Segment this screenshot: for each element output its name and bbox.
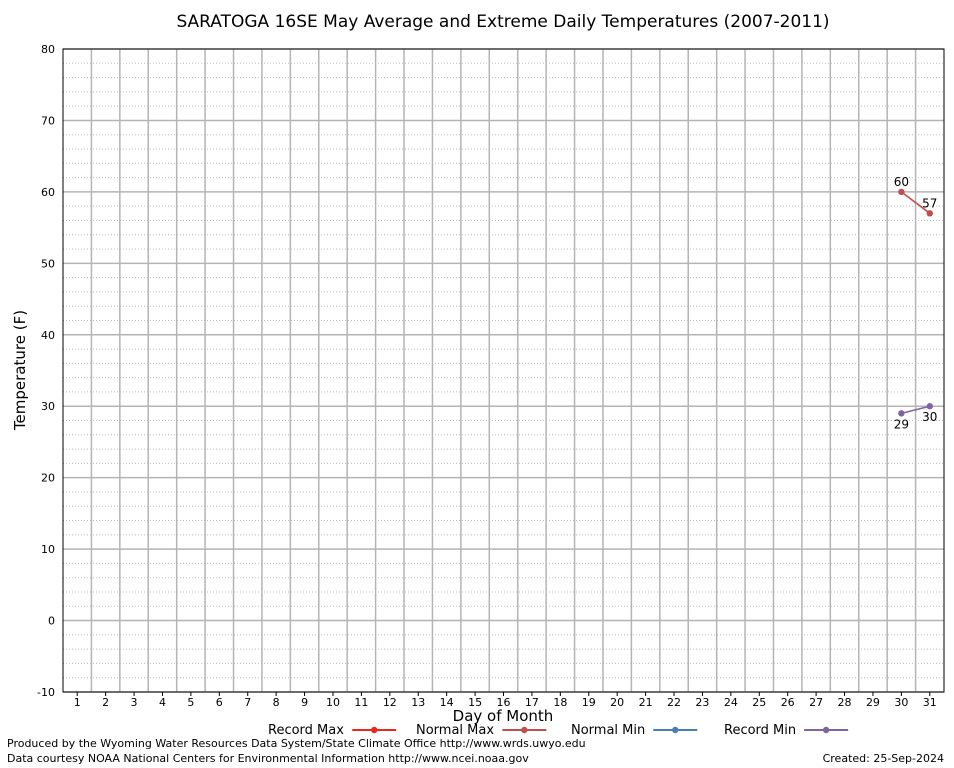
x-tick-label: 10 xyxy=(326,696,340,709)
legend-label-record-max: Record Max xyxy=(268,723,344,738)
legend-label-record-min: Record Min xyxy=(724,723,796,738)
x-tick-label: 28 xyxy=(838,696,852,709)
data-label: 60 xyxy=(894,175,909,189)
x-tick-label: 4 xyxy=(159,696,166,709)
x-tick-label: 13 xyxy=(411,696,425,709)
created-date: Created: 25-Sep-2024 xyxy=(822,752,944,765)
x-tick-label: 5 xyxy=(187,696,194,709)
grid xyxy=(63,48,944,693)
y-tick-label: 50 xyxy=(41,257,55,270)
x-tick-label: 21 xyxy=(639,696,653,709)
y-tick-label: 30 xyxy=(41,400,55,413)
x-tick-label: 16 xyxy=(497,696,511,709)
data-labels: 60 57 29 30 xyxy=(894,175,938,431)
y-axis-label: Temperature (F) xyxy=(11,310,29,431)
legend-marker-record-min xyxy=(822,726,830,734)
x-tick-label: 29 xyxy=(866,696,880,709)
x-tick-label: 12 xyxy=(383,696,397,709)
x-tick-label: 14 xyxy=(440,696,454,709)
x-tick-label: 20 xyxy=(610,696,624,709)
record-min-point xyxy=(898,410,905,417)
x-tick-label: 3 xyxy=(131,696,138,709)
x-tick-label: 2 xyxy=(102,696,109,709)
y-tick-label: 80 xyxy=(41,43,55,56)
legend: Record Max Normal Max Normal Min Record Min xyxy=(268,723,849,738)
x-tick-label: 18 xyxy=(553,696,567,709)
x-axis-label: Day of Month xyxy=(453,707,554,725)
y-tick-label: 20 xyxy=(41,472,55,485)
data-label: 30 xyxy=(922,410,937,424)
credit-line-2: Data courtesy NOAA National Centers for … xyxy=(7,752,529,765)
y-tick-label: 0 xyxy=(48,615,55,628)
y-tick-label: 10 xyxy=(41,543,55,556)
record-min-point xyxy=(926,403,933,410)
y-tick-label: 40 xyxy=(41,329,55,342)
series xyxy=(898,188,933,417)
x-tick-label: 6 xyxy=(216,696,223,709)
x-tick-label: 25 xyxy=(752,696,766,709)
x-tick-label: 7 xyxy=(244,696,251,709)
data-label: 29 xyxy=(894,417,909,431)
legend-label-normal-max: Normal Max xyxy=(416,723,494,738)
y-tick-label: -10 xyxy=(37,686,55,699)
normal-max-point xyxy=(898,188,905,196)
x-tick-label: 23 xyxy=(695,696,709,709)
x-tick-label: 19 xyxy=(582,696,596,709)
x-tick-label: 17 xyxy=(525,696,539,709)
y-tick-labels: -10 0 10 20 30 40 50 60 70 80 xyxy=(37,43,55,699)
legend-marker-normal-max xyxy=(521,726,528,734)
y-tick-label: 70 xyxy=(41,114,55,127)
x-tick-label: 31 xyxy=(923,696,937,709)
legend-marker-normal-min xyxy=(672,726,679,734)
x-tick-label: 26 xyxy=(781,696,795,709)
x-tick-labels: 1 2 3 4 5 6 7 8 9 10 11 12 13 14 15 16 17 18 19 20 21 22 23 24 2… xyxy=(74,692,937,709)
normal-max-line xyxy=(900,191,931,214)
chart-title: SARATOGA 16SE May Average and Extreme Da… xyxy=(176,12,829,32)
x-tick-label: 8 xyxy=(273,696,280,709)
x-tick-label: 30 xyxy=(894,696,908,709)
credit-line-1: Produced by the Wyoming Water Resources … xyxy=(7,737,586,750)
data-label: 57 xyxy=(922,196,937,210)
record-min-line xyxy=(901,405,930,415)
x-tick-label: 22 xyxy=(667,696,681,709)
normal-max-point xyxy=(926,210,933,217)
plot-frame xyxy=(62,48,945,693)
x-tick-label: 1 xyxy=(74,696,81,709)
legend-marker-record-max xyxy=(371,726,378,734)
y-tick-label: 60 xyxy=(41,186,55,199)
legend-label-normal-min: Normal Min xyxy=(571,723,645,738)
x-tick-label: 27 xyxy=(809,696,823,709)
x-tick-label: 24 xyxy=(724,696,738,709)
x-tick-label: 15 xyxy=(468,696,482,709)
x-tick-label: 9 xyxy=(301,696,308,709)
x-tick-label: 11 xyxy=(354,696,368,709)
